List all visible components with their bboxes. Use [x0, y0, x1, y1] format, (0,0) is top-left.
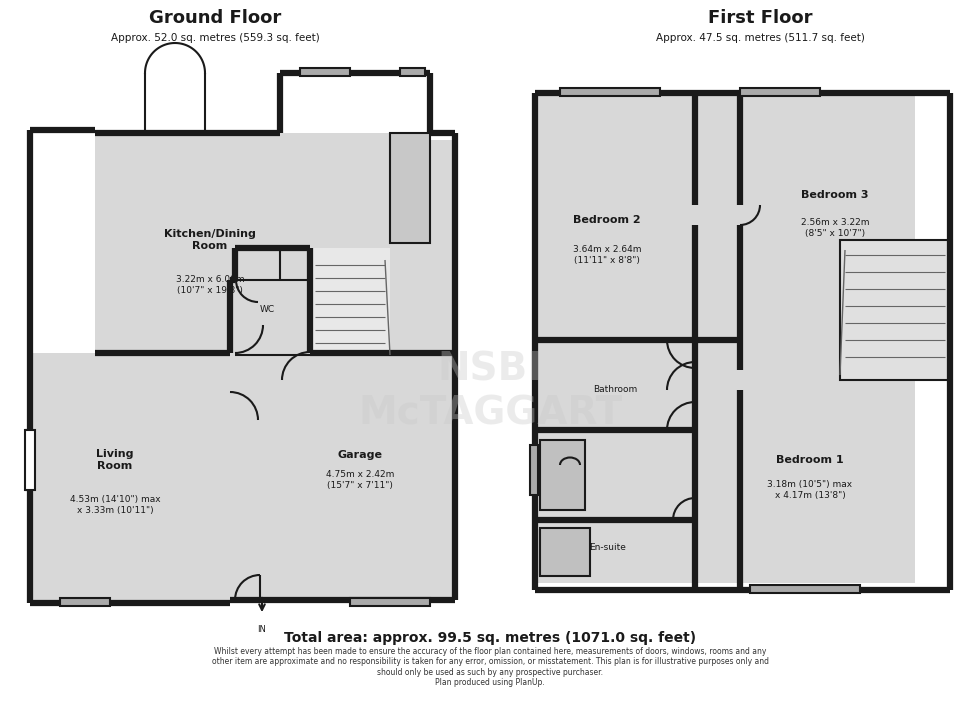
Text: Bedroom 3: Bedroom 3: [802, 190, 868, 200]
Bar: [95, 140, 455, 600]
Bar: [310, 248, 390, 353]
Text: Bedroom 1: Bedroom 1: [776, 455, 844, 465]
Bar: [400, 68, 425, 76]
Text: WC: WC: [260, 305, 274, 315]
Bar: [535, 93, 915, 583]
Bar: [540, 530, 570, 575]
Bar: [95, 133, 410, 353]
Text: 4.75m x 2.42m
(15'7" x 7'11"): 4.75m x 2.42m (15'7" x 7'11"): [325, 471, 394, 490]
Text: En-suite: En-suite: [590, 543, 626, 553]
Bar: [60, 598, 110, 606]
Bar: [750, 585, 860, 593]
Bar: [840, 240, 950, 380]
Text: IN: IN: [258, 626, 267, 634]
Text: 3.22m x 6.00m
(10'7" x 19'8"): 3.22m x 6.00m (10'7" x 19'8"): [175, 276, 244, 295]
Bar: [350, 598, 430, 606]
Text: 3.64m x 2.64m
(11'11" x 8'8"): 3.64m x 2.64m (11'11" x 8'8"): [572, 246, 641, 265]
Bar: [235, 280, 355, 355]
Bar: [300, 68, 350, 76]
Text: First Floor: First Floor: [708, 9, 812, 27]
Bar: [560, 88, 660, 96]
Text: Kitchen/Dining
Room: Kitchen/Dining Room: [164, 229, 256, 251]
Text: 3.18m (10'5") max
x 4.17m (13'8"): 3.18m (10'5") max x 4.17m (13'8"): [767, 481, 853, 500]
Text: Bathroom: Bathroom: [593, 385, 637, 394]
Bar: [740, 88, 820, 96]
Text: Approx. 52.0 sq. metres (559.3 sq. feet): Approx. 52.0 sq. metres (559.3 sq. feet): [111, 33, 319, 43]
Text: Bedroom 2: Bedroom 2: [573, 215, 641, 225]
Bar: [30, 353, 230, 603]
Bar: [25, 430, 35, 490]
Bar: [390, 133, 430, 243]
Text: Whilst every attempt has been made to ensure the accuracy of the floor plan cont: Whilst every attempt has been made to en…: [212, 647, 768, 687]
Text: Total area: approx. 99.5 sq. metres (1071.0 sq. feet): Total area: approx. 99.5 sq. metres (107…: [284, 631, 696, 645]
Text: NSBI
McTAGGART: NSBI McTAGGART: [358, 350, 622, 433]
Bar: [540, 440, 585, 510]
Text: Garage: Garage: [337, 450, 382, 460]
Bar: [230, 353, 450, 603]
Bar: [540, 528, 590, 576]
Text: 4.53m (14'10") max
x 3.33m (10'11"): 4.53m (14'10") max x 3.33m (10'11"): [70, 496, 161, 515]
Bar: [530, 445, 538, 495]
Text: Ground Floor: Ground Floor: [149, 9, 281, 27]
Text: 2.56m x 3.22m
(8'5" x 10'7"): 2.56m x 3.22m (8'5" x 10'7"): [801, 219, 869, 238]
Text: Living
Room: Living Room: [96, 449, 133, 471]
Text: Approx. 47.5 sq. metres (511.7 sq. feet): Approx. 47.5 sq. metres (511.7 sq. feet): [656, 33, 864, 43]
